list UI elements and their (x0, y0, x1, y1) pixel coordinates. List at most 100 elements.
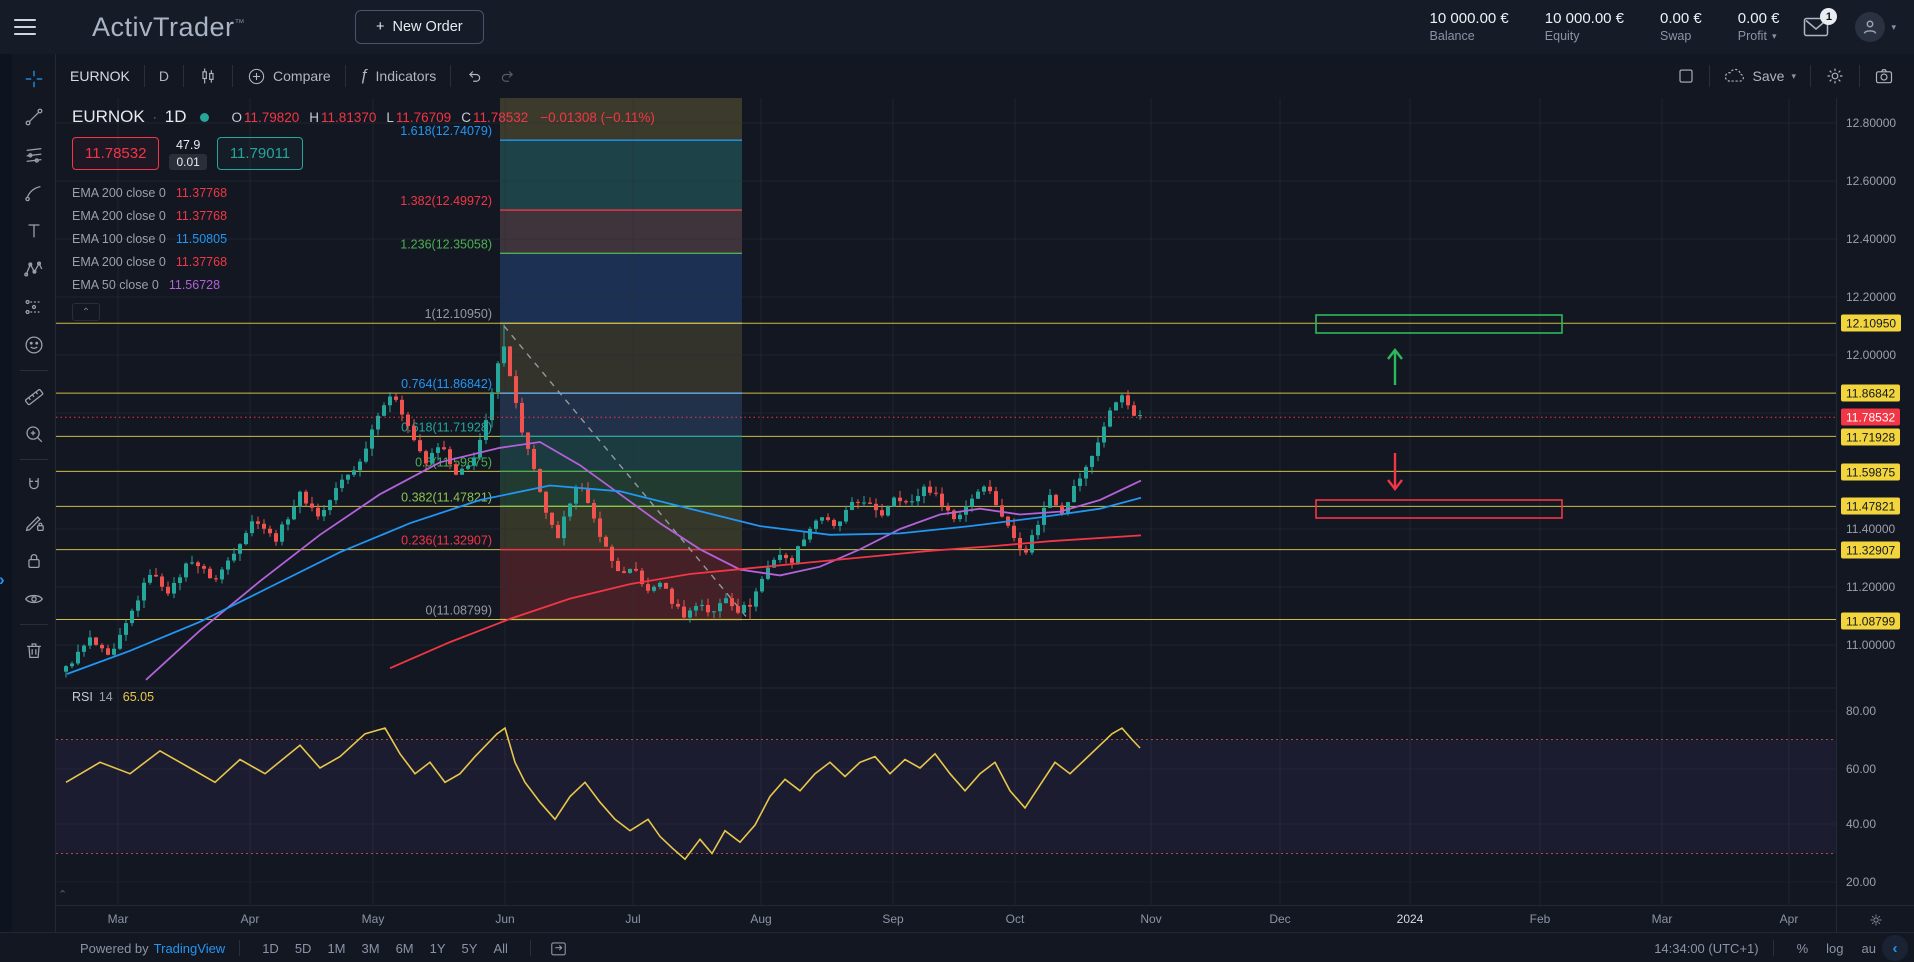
collapse-footer-button[interactable]: ‹ (1882, 935, 1908, 961)
magnet-tool[interactable] (17, 468, 51, 502)
percent-scale-button[interactable]: % (1796, 940, 1809, 956)
chart-settings-button[interactable] (1811, 62, 1859, 90)
brush-icon (24, 185, 41, 202)
price-level-lines[interactable] (56, 322, 1836, 620)
brush-tool[interactable] (17, 176, 51, 210)
redo-button[interactable] (497, 62, 531, 90)
pane-collapse-icon[interactable]: ⌃ (58, 889, 68, 901)
undo-button[interactable] (451, 62, 497, 90)
xabcd-icon (23, 261, 42, 277)
indicator-row[interactable]: EMA 200 close 0 11.37768 (72, 209, 228, 223)
range-button-1y[interactable]: 1Y (429, 940, 446, 956)
indicator-row[interactable]: EMA 200 close 0 11.37768 (72, 186, 228, 200)
menu-icon[interactable] (14, 19, 36, 35)
trend-line-drawing[interactable] (503, 325, 750, 621)
up-arrow-drawing[interactable] (1387, 348, 1403, 385)
range-button-1m[interactable]: 1M (327, 940, 346, 956)
go-to-date-button[interactable] (545, 934, 572, 962)
log-scale-button[interactable]: log (1826, 940, 1844, 956)
ema-line[interactable] (145, 441, 1142, 681)
profit-caret-icon[interactable]: ▾ (1771, 30, 1777, 41)
stat-value: 0.00 € (1737, 9, 1780, 27)
price-chart-canvas[interactable]: 1.618(12.74079) 1.382(12.49972) 1.236(12.3… (56, 98, 1836, 905)
hide-all-drawings-tool[interactable] (17, 582, 51, 616)
price-axis-label: 12.80000 (1846, 116, 1897, 130)
notification-badge: 1 (1820, 8, 1838, 25)
chart-pane[interactable]: 1.618(12.74079) 1.382(12.49972) 1.236(12.3… (56, 98, 1914, 933)
clock-label[interactable]: 14:34:00 (UTC+1) (1654, 940, 1759, 956)
sell-button[interactable]: 11.78532 (72, 137, 160, 170)
fib-retracement[interactable]: 1.618(12.74079) 1.382(12.49972) 1.236(12.3… (400, 124, 742, 621)
indicator-row[interactable]: EMA 50 close 0 11.56728 (72, 278, 221, 292)
auto-scale-button[interactable]: au (1861, 940, 1876, 956)
interval-button[interactable]: D (158, 68, 170, 84)
symbol-search-button[interactable]: EURNOK (70, 68, 130, 84)
xabcd-pattern-tool[interactable] (17, 252, 51, 286)
level-price-badge: 11.71928 (1841, 428, 1901, 446)
indicator-row[interactable]: EMA 100 close 0 11.50805 (72, 232, 228, 246)
rsi-line[interactable] (65, 726, 1141, 861)
go-to-date-icon (551, 941, 566, 955)
range-button-5y[interactable]: 5Y (461, 940, 478, 956)
text-icon (28, 224, 39, 238)
legend-symbol[interactable]: EURNOK (72, 107, 145, 126)
time-axis-label: Sep (882, 912, 904, 926)
indicator-row[interactable]: EMA 200 close 0 11.37768 (72, 255, 228, 269)
text-tool[interactable] (17, 214, 51, 248)
range-button-all[interactable]: All (493, 940, 508, 956)
range-button-6m[interactable]: 6M (395, 940, 414, 956)
axis-gear-icon (1870, 914, 1882, 925)
lock-all-drawings-tool[interactable] (17, 544, 51, 578)
fib-retracement-tool[interactable] (17, 138, 51, 172)
account-stat: 0.00 € Profit ▾ (1738, 10, 1780, 44)
chart-style-button[interactable] (184, 62, 232, 90)
layout-select-button[interactable] (1663, 62, 1709, 90)
price-axis-label: 12.20000 (1846, 290, 1897, 304)
price-zone-rectangle[interactable] (1315, 499, 1563, 519)
user-avatar[interactable] (1855, 12, 1886, 42)
notifications-button[interactable]: 1 (1803, 8, 1838, 38)
time-axis-label: Aug (750, 912, 772, 926)
level-price-badge: 12.10950 (1841, 314, 1902, 332)
range-button-3m[interactable]: 3M (361, 940, 380, 956)
tradingview-link[interactable]: TradingView (153, 940, 226, 956)
price-zone-rectangle[interactable] (1315, 314, 1563, 334)
save-layout-button[interactable]: Save ▾ (1710, 62, 1810, 90)
crosshair-icon (25, 70, 42, 88)
zoom-in-tool[interactable] (17, 417, 51, 451)
range-button-1d[interactable]: 1D (262, 940, 279, 956)
new-order-button[interactable]: + New Order (355, 10, 484, 44)
powered-by-label: Powered by (80, 940, 149, 956)
measure-tool[interactable] (17, 379, 51, 413)
ema-line[interactable] (389, 534, 1142, 670)
indicators-button[interactable]: ƒ Indicators (359, 67, 437, 84)
fib-label: 0.618(11.71928) (401, 420, 492, 434)
crosshair-tool[interactable] (17, 62, 51, 96)
ohlc-value: O 11.79820 (231, 109, 300, 125)
compare-button[interactable]: Compare (233, 62, 345, 90)
account-menu-caret-icon[interactable]: ▾ (1891, 21, 1896, 32)
trend-line-tool[interactable] (17, 100, 51, 134)
price-axis[interactable]: 12.80000 12.60000 12.40000 12.20000 12.00000… (1836, 98, 1914, 905)
gear-icon (1827, 68, 1843, 84)
eye-icon (24, 594, 43, 604)
range-button-5d[interactable]: 5D (294, 940, 312, 956)
axis-settings-corner[interactable] (1836, 905, 1914, 933)
ema-line[interactable] (66, 484, 1142, 675)
chart-toolbar: EURNOK D Compare ƒ Indicators (56, 54, 1914, 99)
rsi-legend: RSI 14 65.05 (72, 690, 155, 704)
snapshot-button[interactable] (1860, 62, 1908, 90)
expand-panel-chevron-icon[interactable]: › (0, 570, 5, 590)
down-arrow-drawing[interactable] (1387, 453, 1403, 491)
lock-icon (27, 554, 40, 569)
emoji-tool[interactable] (17, 328, 51, 362)
drawing-mode-tool[interactable] (17, 506, 51, 540)
stat-value: 10 000.00 € (1544, 9, 1625, 27)
time-axis-label: Mar (107, 912, 129, 926)
legend-collapse-button[interactable]: ⌃ (72, 303, 100, 321)
projection-tool[interactable] (17, 290, 51, 324)
remove-all-drawings-tool[interactable] (17, 633, 51, 667)
time-axis[interactable]: Mar Apr May Jun Jul Aug Sep Oct Nov Dec 2024 Feb Mar… (56, 905, 1836, 933)
time-axis-label: Apr (1779, 912, 1799, 926)
buy-button[interactable]: 11.79011 (216, 137, 304, 170)
